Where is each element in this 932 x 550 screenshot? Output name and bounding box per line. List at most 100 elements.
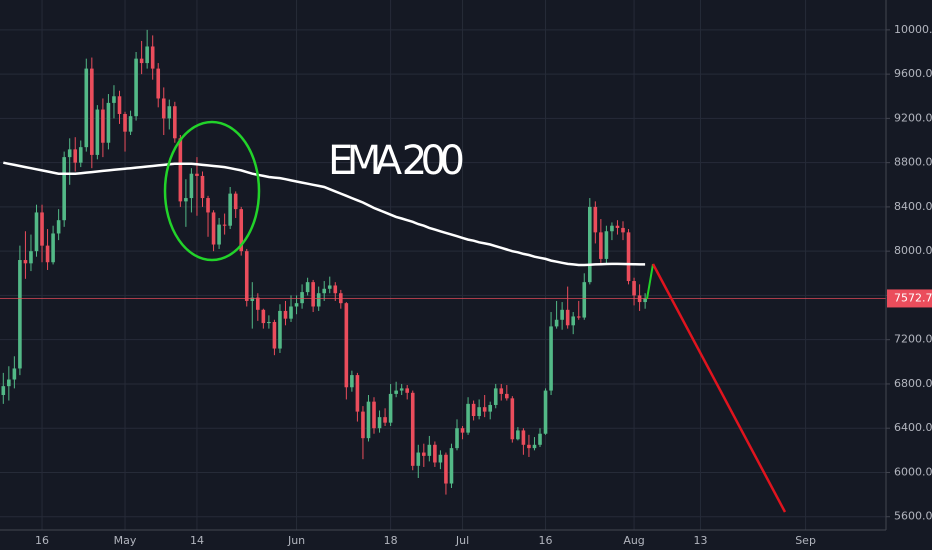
y-tick-label: 9600.0 <box>894 67 932 80</box>
candle-body <box>195 173 199 176</box>
candle-body <box>1 386 6 396</box>
candle-body <box>145 46 149 64</box>
candle-body <box>150 46 155 69</box>
candle-body <box>599 232 603 259</box>
candle-body <box>211 212 216 245</box>
x-tick-label: Sep <box>795 534 816 547</box>
candle-body <box>410 392 415 466</box>
candle-body <box>361 411 365 439</box>
candle-body <box>84 68 89 148</box>
candle-body <box>272 321 277 349</box>
candle-body <box>593 206 598 233</box>
candle-body <box>521 430 526 445</box>
candle-body <box>128 116 133 132</box>
candle-body <box>139 58 144 64</box>
candle-body <box>626 232 631 282</box>
candle-body <box>532 444 537 449</box>
candle-body <box>283 310 288 319</box>
candle-body <box>156 68 161 99</box>
y-tick-label: 6400.0 <box>894 421 932 434</box>
candle-body <box>222 224 227 226</box>
candle-body <box>610 225 614 232</box>
highlight-circle <box>163 120 261 262</box>
candle-body <box>250 297 255 301</box>
candle-body <box>62 157 66 221</box>
candle-body <box>527 444 531 449</box>
candle-body <box>399 388 404 391</box>
candle-body <box>101 109 105 143</box>
candle-body <box>189 173 194 199</box>
candle-body <box>388 393 393 423</box>
candle-body <box>34 212 39 252</box>
x-tick-label: 16 <box>35 534 49 547</box>
candle-body <box>12 368 17 380</box>
candle-body <box>587 206 592 283</box>
candle-body <box>178 138 183 202</box>
candle-body <box>228 193 232 226</box>
candle-body <box>488 404 493 412</box>
candle-body <box>7 379 11 387</box>
last-price-label: 7572.7 <box>894 291 932 304</box>
candle-body <box>316 293 321 307</box>
x-tick-label: 16 <box>539 534 553 547</box>
candle-body <box>510 398 515 440</box>
candle-body <box>217 224 221 245</box>
candle-body <box>327 285 332 289</box>
candle-body <box>23 260 28 264</box>
candle-body <box>161 98 166 119</box>
candle-body <box>582 282 587 318</box>
y-tick-label: 10000.0 <box>894 23 932 36</box>
candle-body <box>621 227 625 233</box>
plot-layer <box>0 29 886 495</box>
x-tick-label: Aug <box>623 534 644 547</box>
candle-body <box>289 306 293 319</box>
candle-body <box>206 198 210 213</box>
candle-body <box>427 444 432 456</box>
x-tick-label: May <box>114 534 137 547</box>
candle-body <box>45 245 50 263</box>
candle-body <box>383 417 387 423</box>
projection-down <box>651 263 787 513</box>
candle-body <box>123 113 127 132</box>
candle-body <box>90 68 94 155</box>
candle-body <box>18 260 22 369</box>
candle-body <box>95 109 100 155</box>
x-tick-label: 14 <box>190 534 204 547</box>
candle-body <box>305 282 310 293</box>
candle-body <box>493 388 498 405</box>
candle-body <box>422 452 426 456</box>
candle-body <box>471 403 476 417</box>
candle-body <box>173 106 177 139</box>
candle-body <box>643 298 647 303</box>
candle-body <box>615 225 620 228</box>
candle-body <box>543 390 548 434</box>
candle-body <box>560 309 564 320</box>
candle-body <box>433 444 437 463</box>
y-tick-label: 7200.0 <box>894 333 932 346</box>
candle-body <box>505 393 509 399</box>
candle-body <box>499 388 504 394</box>
candle-body <box>350 375 354 388</box>
ema-line <box>3 161 646 267</box>
candle-body <box>40 212 44 246</box>
y-tick-label: 6000.0 <box>894 465 932 478</box>
y-tick-label: 5600.0 <box>894 510 932 523</box>
candle-body <box>73 149 78 163</box>
candle-body <box>565 309 570 326</box>
candle-body <box>516 430 520 440</box>
candle-body <box>267 321 271 324</box>
x-tick-label: Jun <box>287 534 305 547</box>
candle-body <box>294 303 299 307</box>
candle-body <box>261 309 266 324</box>
candle-body <box>29 251 33 264</box>
x-tick-label: 13 <box>693 534 707 547</box>
candle-body <box>444 454 448 484</box>
grid-layer <box>0 0 886 530</box>
candle-body <box>366 401 371 439</box>
candle-body <box>604 231 609 259</box>
candle-body <box>78 147 83 163</box>
x-tick-label: Jul <box>455 534 469 547</box>
candle-body <box>632 281 636 296</box>
